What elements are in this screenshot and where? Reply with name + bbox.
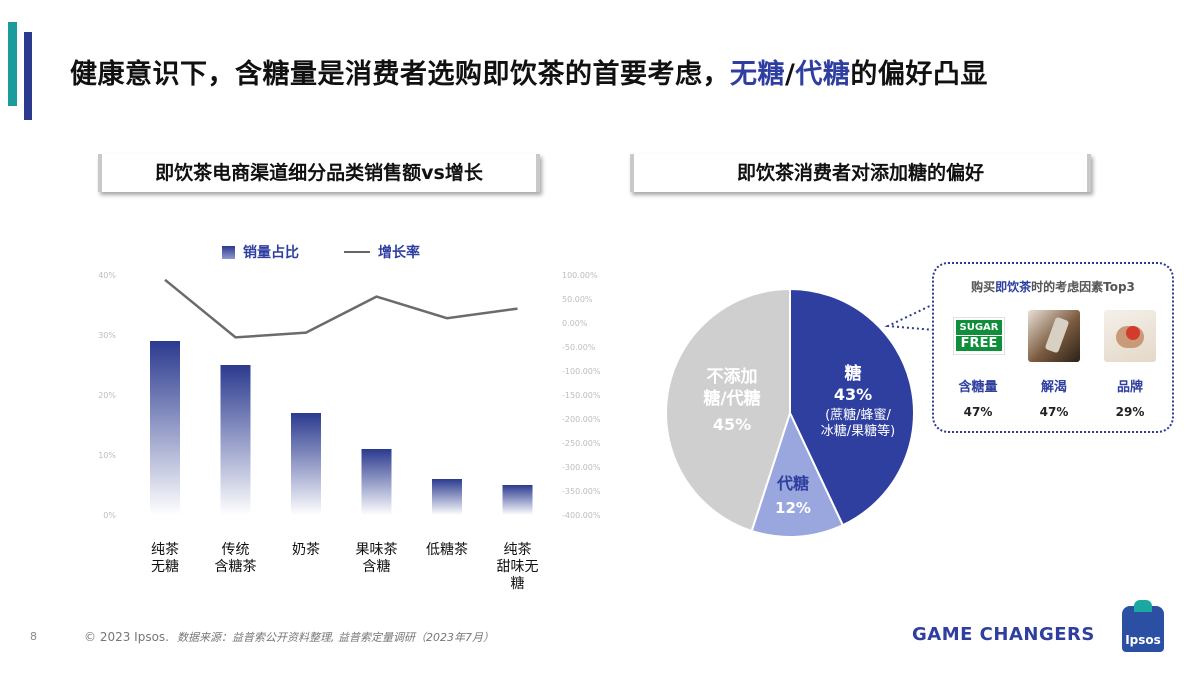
bar-2 bbox=[291, 413, 321, 515]
bar-legend: 销量占比 bbox=[222, 242, 299, 262]
growth-rate-line bbox=[164, 278, 518, 339]
bar-3 bbox=[361, 449, 392, 515]
right-axis-tick: -50.00% bbox=[562, 343, 596, 352]
accent-bar-navy bbox=[24, 32, 32, 120]
right-axis-tick: 50.00% bbox=[562, 295, 593, 304]
left-axis-tick: 10% bbox=[98, 451, 116, 460]
left-axis-tick: 0% bbox=[103, 511, 116, 520]
category-label: 纯茶 无糖 bbox=[151, 542, 179, 575]
category-label: 低糖茶 bbox=[426, 542, 468, 558]
pie-label-none: 不添加 糖/代糖 45% bbox=[692, 366, 772, 440]
bar-5 bbox=[502, 485, 533, 515]
right-axis-tick: 0.00% bbox=[562, 319, 588, 328]
title-slash: / bbox=[785, 59, 796, 90]
title-highlight-2: 代糖 bbox=[795, 59, 851, 90]
pie-slice-1 bbox=[750, 410, 845, 538]
title-text-1: 健康意识下，含糖量是消费者选购即饮茶的首要考虑， bbox=[70, 59, 730, 90]
bar-legend-label: 销量占比 bbox=[243, 245, 299, 261]
consideration-factors-bubble: 购买即饮茶时的考虑因素Top3 SUGAR FREE 含糖量 解渴 品牌 47%… bbox=[932, 262, 1174, 433]
line-legend-label: 增长率 bbox=[378, 245, 420, 261]
category-label: 纯茶 甜味无 糖 bbox=[496, 542, 539, 592]
factor-pct-brand: 29% bbox=[1115, 405, 1145, 419]
right-axis-ticks: 100.00% 50.00% 0.00% -50.00% -100.00% -150.00… bbox=[562, 271, 601, 520]
left-axis-tick: 30% bbox=[98, 331, 116, 340]
category-label: 传统 含糖茶 bbox=[214, 542, 257, 575]
right-axis-tick: -350.00% bbox=[562, 487, 601, 496]
page-number: 8 bbox=[30, 630, 37, 643]
pie-slice-0 bbox=[789, 288, 915, 527]
pie-label-sugar: 糖 43% bbox=[816, 364, 890, 406]
combo-chart: 0% 10% 20% 30% 40% 100.00% 50.00% 0.00% -50.00%… bbox=[98, 271, 601, 520]
pie-none-label: 不添加 糖/代糖 bbox=[703, 367, 761, 409]
left-axis-tick: 40% bbox=[98, 271, 116, 280]
left-axis-tick: 20% bbox=[98, 391, 116, 400]
factor-label-thirst: 解渴 bbox=[1040, 380, 1067, 395]
drinking-photo-icon bbox=[1028, 310, 1080, 362]
right-axis-tick: -150.00% bbox=[562, 391, 601, 400]
game-changers-tagline: GAME CHANGERS bbox=[912, 624, 1095, 645]
pie-substitute-pct: 12% bbox=[775, 499, 811, 517]
factor-pct-thirst: 47% bbox=[1039, 405, 1069, 419]
ipsos-logo: Ipsos bbox=[1122, 600, 1164, 652]
right-axis-tick: -400.00% bbox=[562, 511, 601, 520]
sugar-free-icon: SUGAR FREE bbox=[953, 317, 1005, 355]
pie-label-substitute: 代糖 12% bbox=[768, 474, 818, 522]
right-axis-tick: 100.00% bbox=[562, 271, 598, 280]
copyright-text: © 2023 Ipsos. bbox=[84, 630, 169, 644]
source-text: 数据来源：益普索公开资料整理, 益普索定量调研（2023年7月） bbox=[176, 631, 494, 644]
footer-copyright: © 2023 Ipsos. 数据来源：益普索公开资料整理, 益普索定量调研（202… bbox=[84, 629, 494, 645]
brand-logo-photo-icon bbox=[1104, 310, 1156, 362]
title-text-2: 的偏好凸显 bbox=[850, 59, 988, 90]
bubble-title: 购买即饮茶时的考虑因素Top3 bbox=[971, 280, 1135, 294]
pie-slices bbox=[665, 288, 915, 538]
line-legend-swatch bbox=[344, 251, 370, 253]
bubble-pointer bbox=[884, 303, 935, 331]
category-label: 果味茶 含糖 bbox=[355, 542, 398, 575]
pie-none-pct: 45% bbox=[712, 415, 752, 434]
pie-substitute-label: 代糖 bbox=[776, 474, 809, 493]
right-axis-tick: -300.00% bbox=[562, 463, 601, 472]
right-axis-tick: -100.00% bbox=[562, 367, 601, 376]
pie-slice-2 bbox=[665, 288, 791, 533]
category-label: 奶茶 bbox=[292, 542, 320, 558]
accent-bar-teal bbox=[8, 22, 17, 106]
right-chart-subtitle: 即饮茶消费者对添加糖的偏好 bbox=[630, 154, 1091, 192]
title-highlight-1: 无糖 bbox=[730, 59, 785, 90]
page-title: 健康意识下，含糖量是消费者选购即饮茶的首要考虑，无糖/代糖的偏好凸显 bbox=[70, 52, 988, 91]
pie-chart bbox=[665, 288, 915, 538]
factor-pct-sugar: 47% bbox=[963, 405, 993, 419]
line-legend: 增长率 bbox=[344, 242, 420, 262]
right-axis-tick: -250.00% bbox=[562, 439, 601, 448]
right-axis-tick: -200.00% bbox=[562, 415, 601, 424]
bar-series bbox=[150, 341, 533, 515]
bar-1 bbox=[220, 365, 251, 515]
bar-legend-swatch bbox=[222, 245, 235, 259]
bar-4 bbox=[432, 479, 462, 515]
left-chart-subtitle: 即饮茶电商渠道细分品类销售额vs增长 bbox=[98, 154, 540, 192]
pie-sugar-pct: 43% bbox=[833, 385, 873, 404]
factor-label-brand: 品牌 bbox=[1116, 380, 1143, 395]
pie-sugar-note: (蔗糖/蜂蜜/ 冰糖/果糖等) bbox=[820, 408, 896, 439]
bar-0 bbox=[150, 341, 180, 515]
factor-label-sugar: 含糖量 bbox=[958, 380, 998, 395]
pie-sugar-label: 糖 bbox=[844, 364, 862, 384]
left-axis-ticks: 0% 10% 20% 30% 40% bbox=[98, 271, 116, 520]
